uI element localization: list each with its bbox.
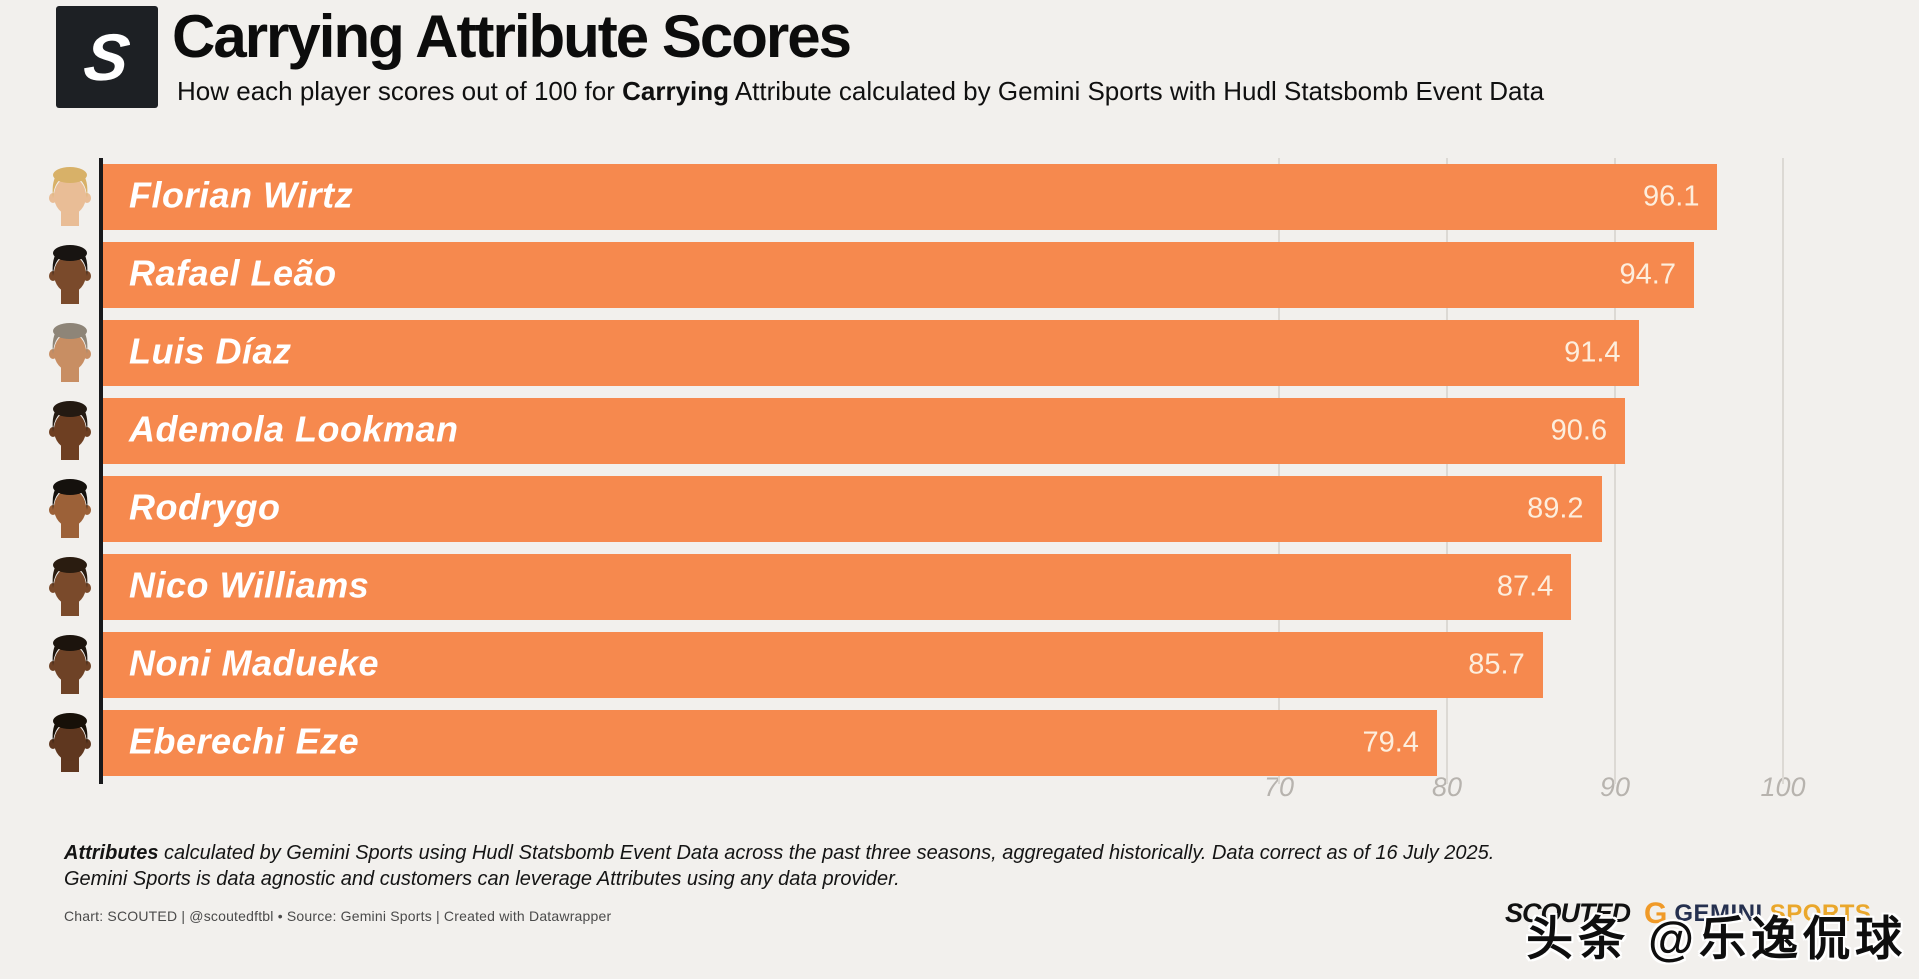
luis-diaz-avatar-icon — [40, 318, 100, 388]
rafael-leao-avatar-icon — [40, 240, 100, 310]
gridline — [1614, 158, 1616, 784]
player-value-label: 94.7 — [1619, 258, 1676, 291]
nico-williams-avatar-icon — [40, 552, 100, 622]
player-bar[interactable]: Luis Díaz 91.4 — [103, 320, 1639, 386]
player-name-label: Rafael Leão — [129, 252, 337, 294]
player-bar[interactable]: Eberechi Eze 79.4 — [103, 710, 1437, 776]
watermark: 头条 @乐逸侃球 — [1526, 912, 1907, 965]
player-value-label: 87.4 — [1496, 570, 1554, 603]
player-name-label: Ademola Lookman — [129, 408, 459, 450]
scouted-app-icon: S — [56, 6, 158, 108]
footnote-line2: Gemini Sports is data agnostic and custo… — [64, 868, 900, 890]
branding-row: SCOUTED G GEMINI SPORTS — [1505, 898, 1871, 929]
player-name-label: Rodrygo — [129, 486, 281, 528]
scouted-wordmark: SCOUTED — [1505, 898, 1631, 928]
player-bar[interactable]: Florian Wirtz 96.1 — [103, 164, 1718, 230]
footnote-line1-text: calculated by Gemini Sports using Hudl S… — [158, 842, 1495, 864]
gemini-sports-wordmark: SPORTS — [1769, 899, 1872, 927]
ademola-lookman-avatar-icon — [40, 396, 100, 466]
footnote-line1: Attributes calculated by Gemini Sports u… — [64, 840, 1494, 866]
player-name-label: Luis Díaz — [129, 330, 292, 372]
player-bar[interactable]: Rodrygo 89.2 — [103, 476, 1602, 542]
gemini-g-icon: G — [1644, 896, 1668, 930]
gemini-wordmark: GEMINI — [1674, 899, 1763, 927]
gridline — [1278, 158, 1280, 784]
player-name-label: Noni Madueke — [129, 642, 380, 684]
page-subtitle: How each player scores out of 100 for Ca… — [177, 76, 1544, 107]
player-value-label: 85.7 — [1468, 648, 1525, 681]
player-name-label: Nico Williams — [129, 564, 370, 606]
player-bar[interactable]: Rafael Leão 94.7 — [103, 242, 1694, 308]
subtitle-prefix: How each player scores out of 100 for — [177, 76, 623, 106]
y-axis-line — [99, 158, 103, 784]
gridline — [1782, 158, 1784, 784]
player-bar[interactable]: Nico Williams 87.4 — [103, 554, 1572, 620]
player-bar[interactable]: Ademola Lookman 90.6 — [103, 398, 1626, 464]
player-name-label: Eberechi Eze — [129, 720, 360, 762]
footnote-bold: Attributes — [64, 842, 159, 864]
player-value-label: 79.4 — [1362, 726, 1419, 759]
gridline — [1446, 158, 1448, 784]
subtitle-highlight: Carrying — [622, 76, 730, 106]
attribution-line[interactable]: Chart: SCOUTED | @scoutedftbl • Source: … — [64, 908, 612, 924]
player-name-label: Florian Wirtz — [129, 174, 354, 216]
player-value-label: 96.1 — [1643, 180, 1700, 213]
eberechi-eze-avatar-icon — [40, 708, 100, 778]
footnote: Attributes calculated by Gemini Sports u… — [64, 840, 1494, 892]
noni-madueke-avatar-icon — [40, 630, 100, 700]
player-value-label: 89.2 — [1527, 492, 1584, 525]
rodrygo-avatar-icon — [40, 474, 100, 544]
gemini-logo: G GEMINI SPORTS — [1644, 896, 1872, 930]
player-value-label: 90.6 — [1550, 414, 1608, 447]
subtitle-suffix: Attribute calculated by Gemini Sports wi… — [729, 76, 1545, 106]
page-title: Carrying Attribute Scores — [172, 3, 852, 70]
player-bar[interactable]: Noni Madueke 85.7 — [103, 632, 1543, 698]
player-value-label: 91.4 — [1564, 336, 1621, 369]
florian-wirtz-avatar-icon — [40, 162, 100, 232]
